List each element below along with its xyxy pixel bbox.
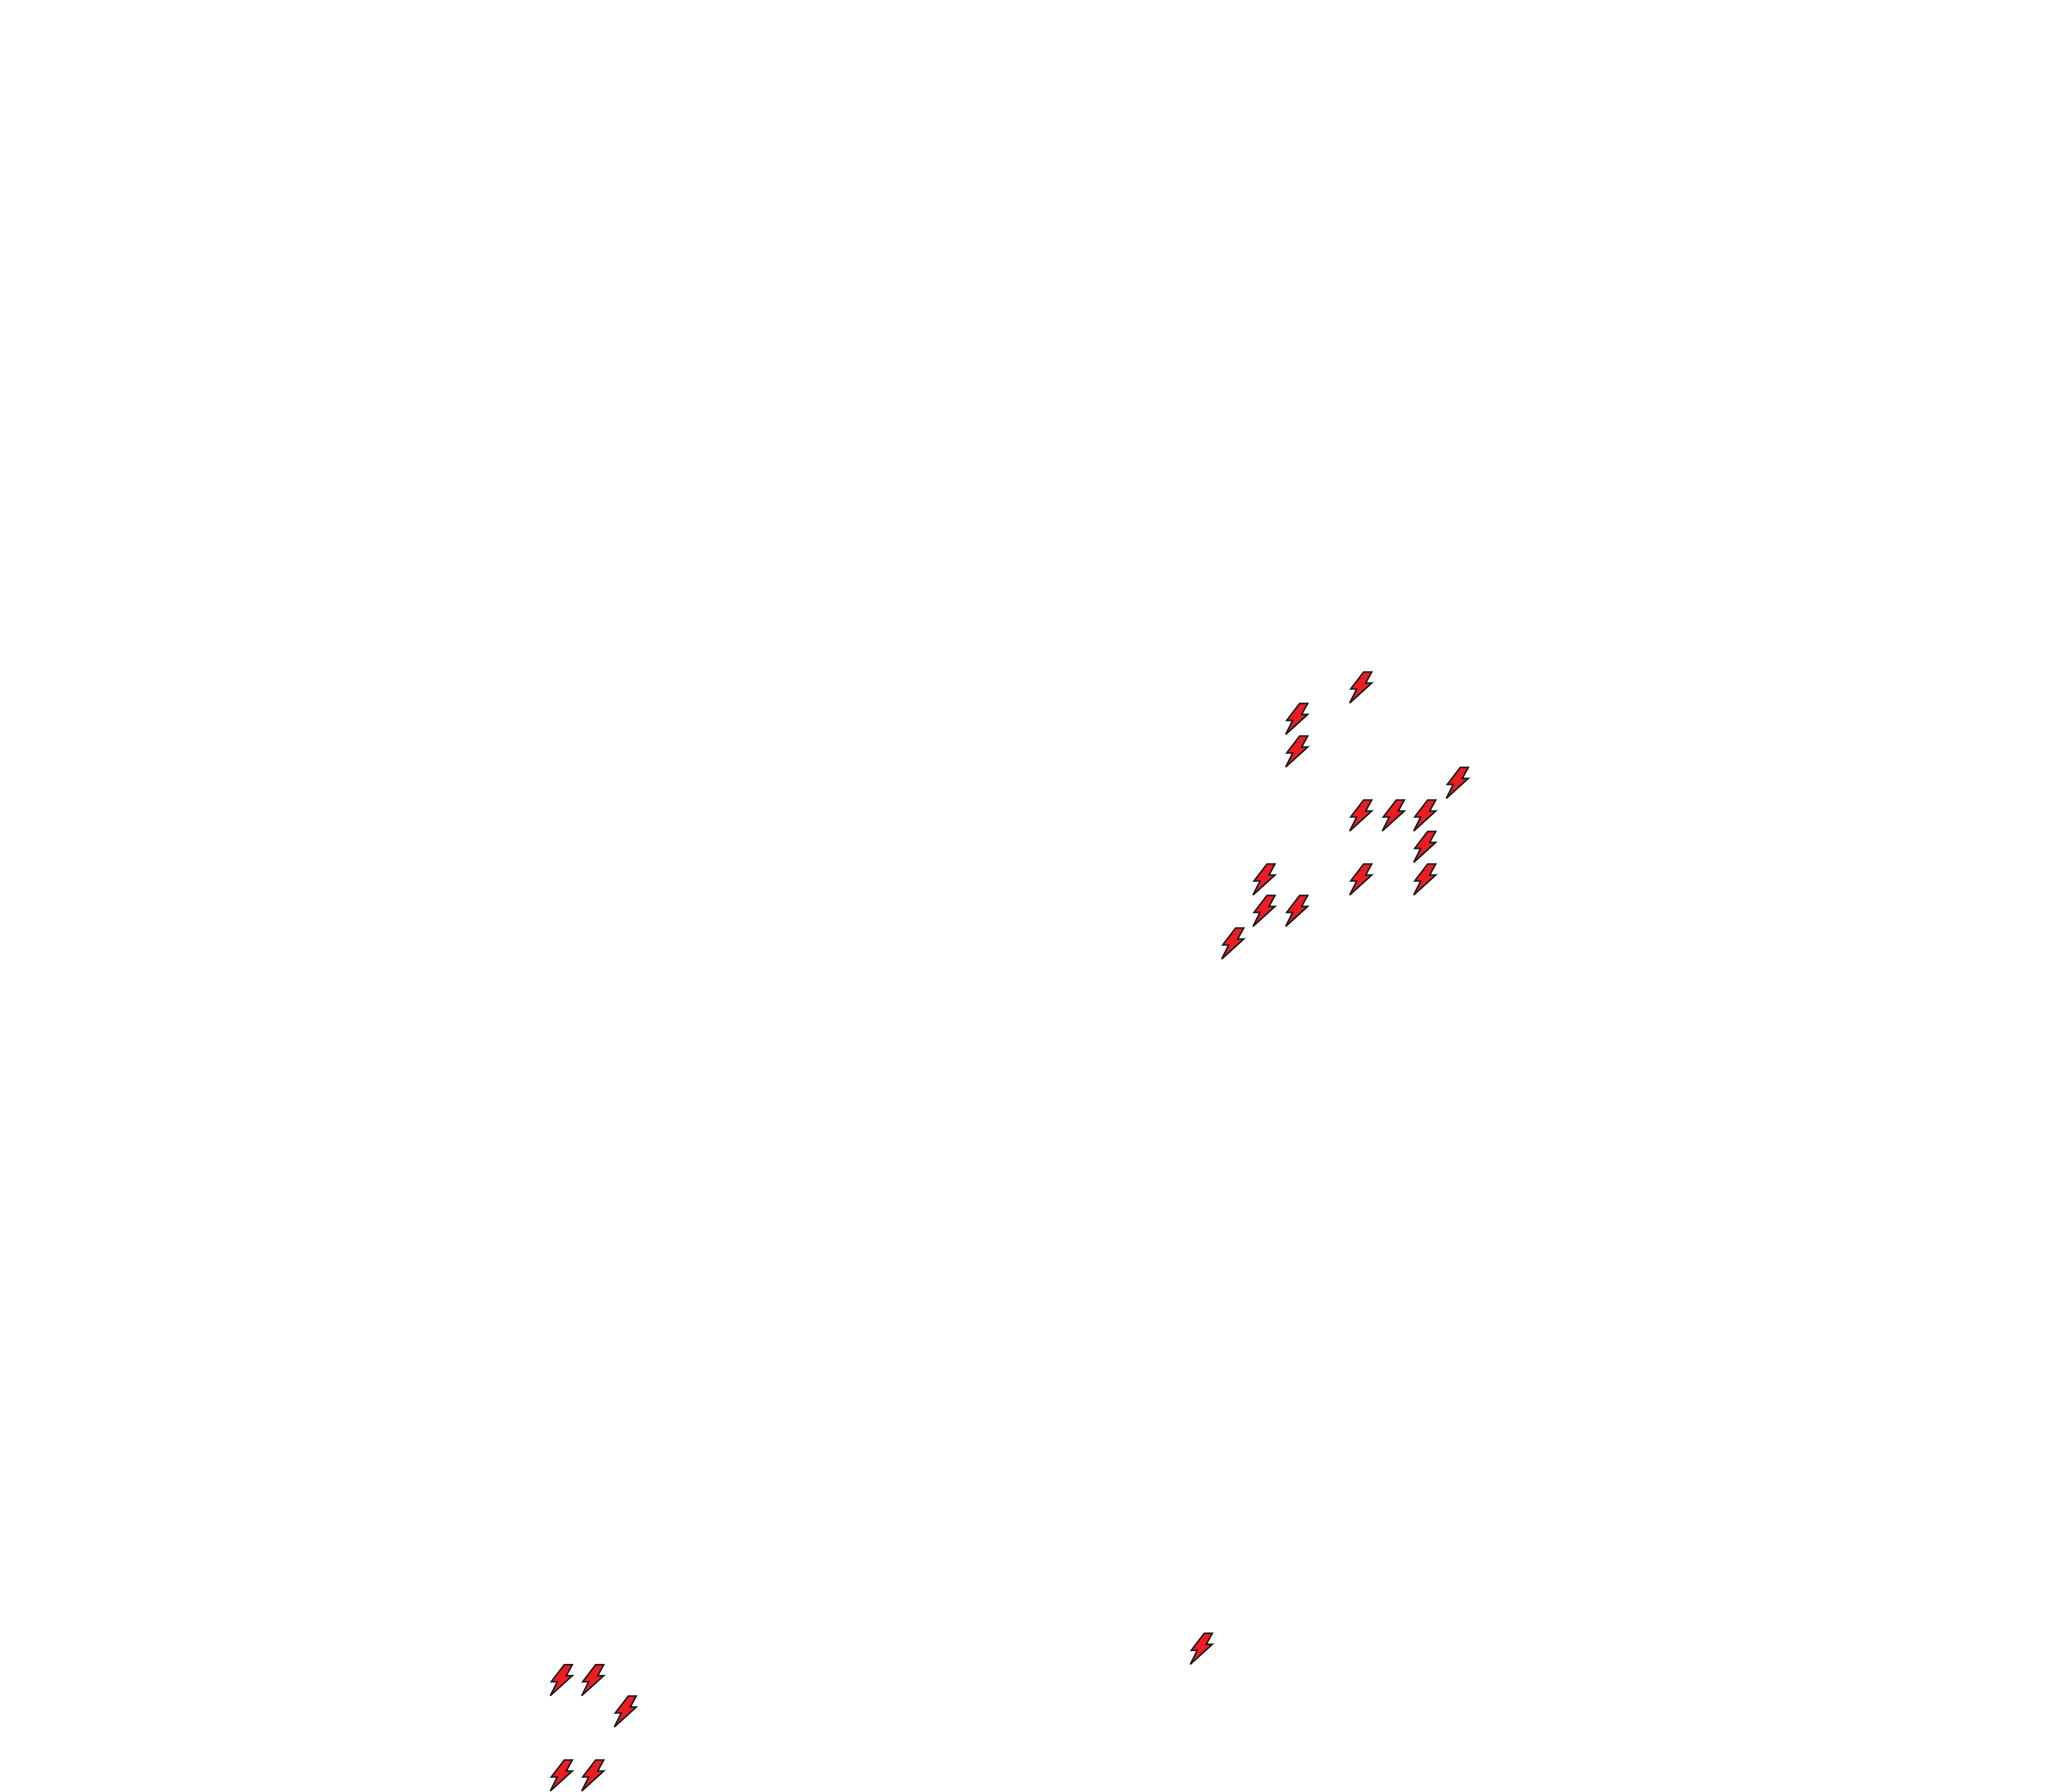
map-background [0, 0, 2048, 1792]
map-canvas [0, 0, 2048, 1792]
page: (() => { const data = JSON.parse(documen… [0, 0, 2048, 1792]
